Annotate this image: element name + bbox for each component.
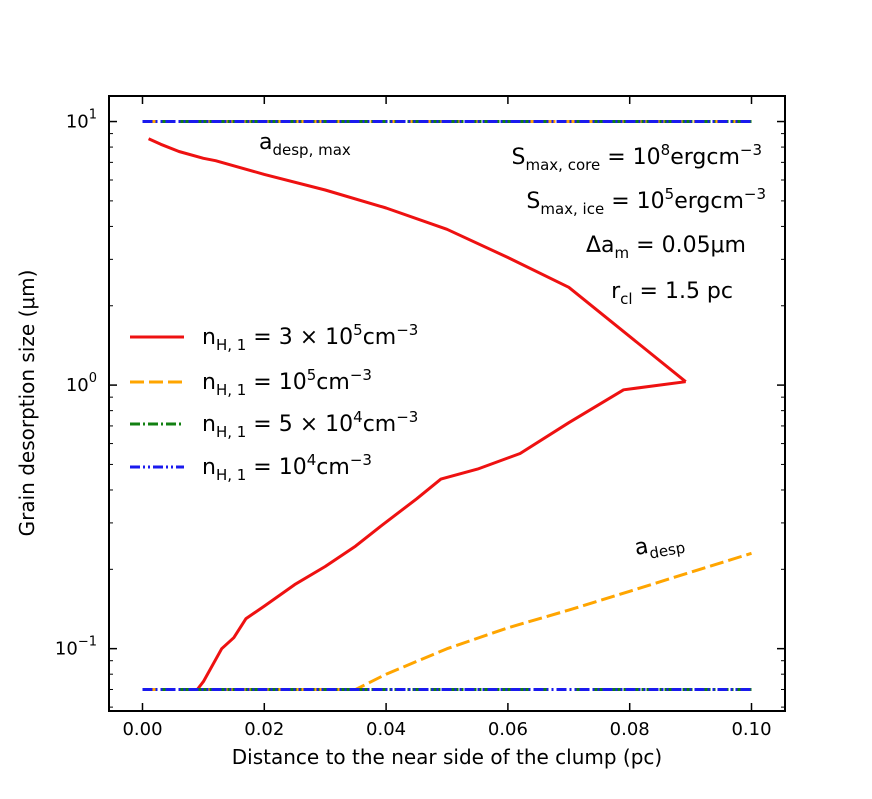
a-desp-label: adesp [633, 528, 687, 565]
x-tick-label: 0.06 [488, 719, 528, 740]
s-max-ice-label: Smax, ice = 105ergcm−3 [526, 185, 766, 218]
svg-text:nH, 1 = 105cm−3: nH, 1 = 105cm−3 [202, 366, 372, 399]
x-tick-label: 0.02 [244, 719, 284, 740]
legend-entry: nH, 1 = 105cm−3 [130, 366, 372, 399]
series-line-1-lower [142, 551, 752, 691]
svg-text:nH, 1 = 5 × 104cm−3: nH, 1 = 5 × 104cm−3 [202, 408, 418, 441]
legend-entry: nH, 1 = 3 × 105cm−3 [130, 321, 418, 354]
series-line-0-lower [196, 380, 686, 691]
legend-entry: nH, 1 = 5 × 104cm−3 [130, 408, 418, 441]
svg-text:nH, 1 = 104cm−3: nH, 1 = 104cm−3 [202, 451, 372, 484]
s-max-core-label: Smax, core = 108ergcm−3 [512, 141, 762, 174]
x-tick-label: 0.00 [122, 719, 162, 740]
delta-a-label: Δam = 0.05μm [586, 233, 746, 262]
legend-entry: nH, 1 = 104cm−3 [130, 451, 372, 484]
svg-text:nH, 1 = 3 × 105cm−3: nH, 1 = 3 × 105cm−3 [202, 321, 418, 354]
series-layer [142, 120, 752, 691]
x-axis-title: Distance to the near side of the clump (… [232, 745, 662, 769]
legend: nH, 1 = 3 × 105cm−3 nH, 1 = 105cm−3 nH, … [130, 321, 418, 484]
x-tick-label: 0.08 [610, 719, 650, 740]
r-cl-label: rcl = 1.5 pc [611, 279, 733, 308]
y-tick-label: 101 [66, 108, 97, 133]
y-tick-label: 100 [66, 371, 97, 396]
y-axis-title: Grain desorption size (μm) [15, 270, 39, 537]
x-tick-label: 0.10 [731, 719, 771, 740]
tick-layer: 0.00 0.02 0.04 0.06 0.08 0.10 10−1 100 101 [55, 96, 785, 740]
x-tick-label: 0.04 [366, 719, 406, 740]
y-tick-label: 10−1 [55, 635, 97, 660]
plot-frame [108, 95, 786, 712]
series-line-0-upper [147, 137, 687, 383]
a-desp-max-label: adesp, max [259, 130, 351, 159]
